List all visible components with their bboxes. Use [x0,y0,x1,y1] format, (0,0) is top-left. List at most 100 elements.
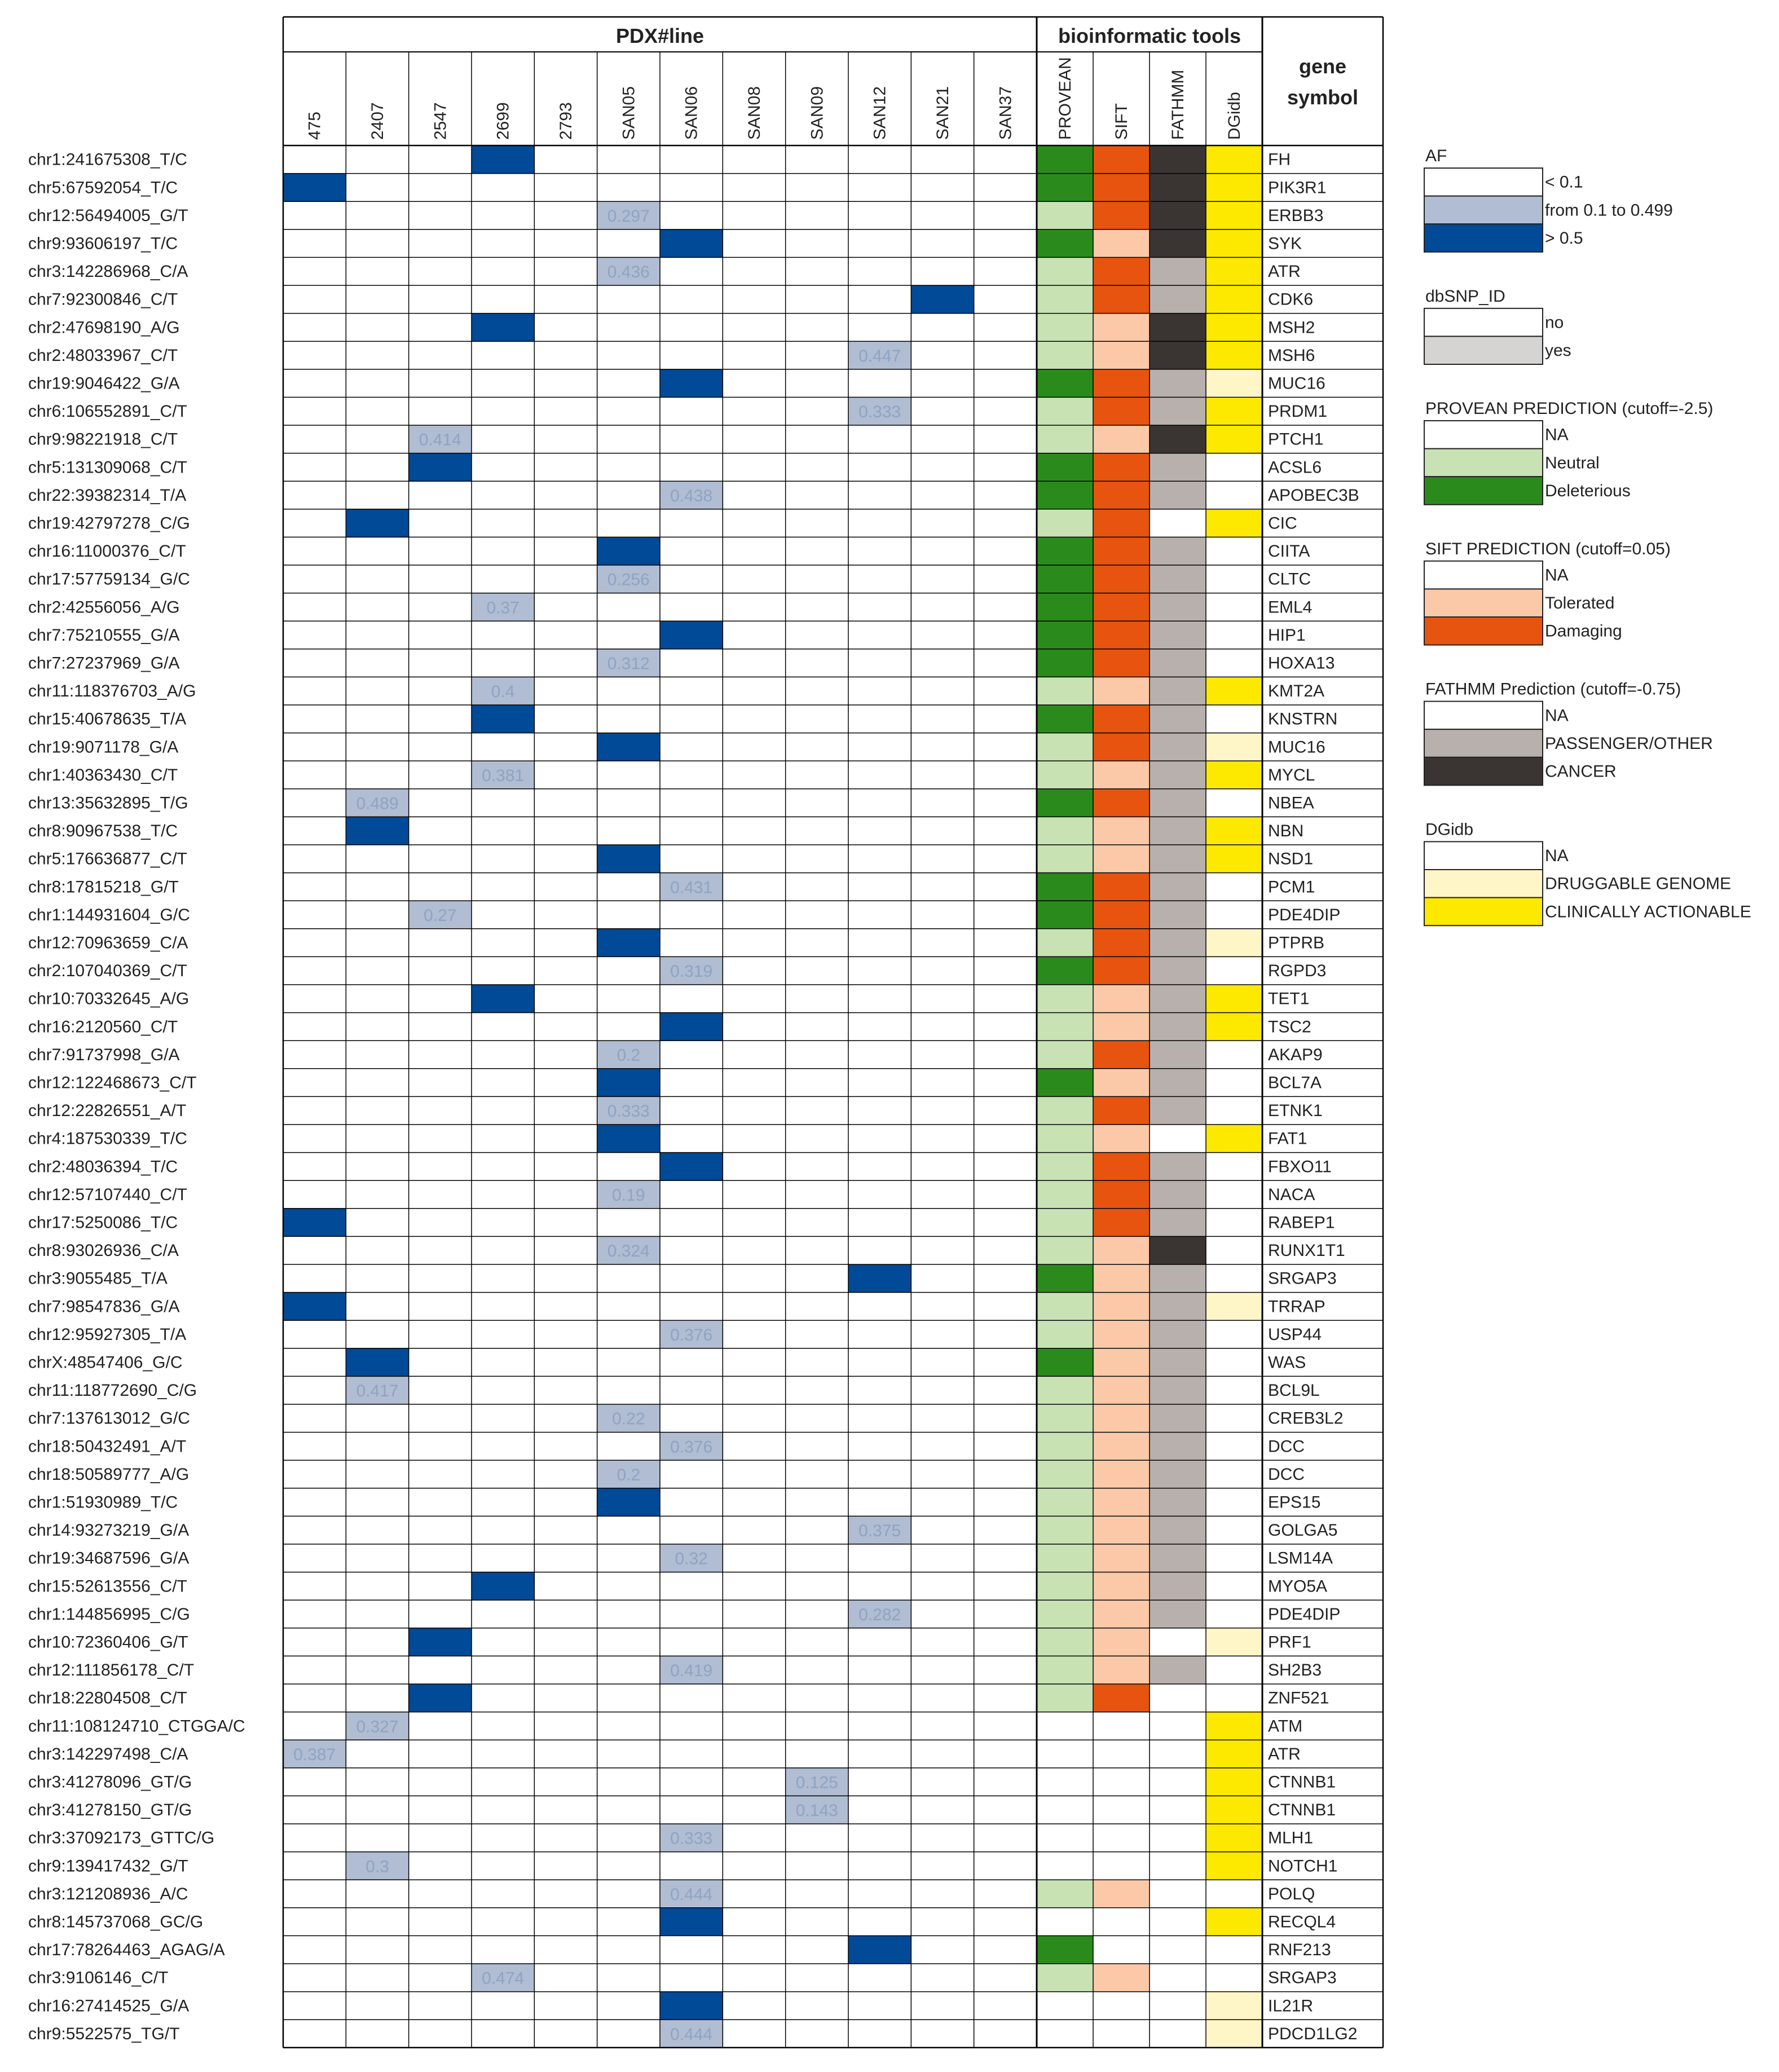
gene-symbol: MSH2 [1268,318,1315,337]
pdx-column-header: 2407 [368,102,387,140]
fathmm-cell [1150,901,1206,929]
provean-cell [1037,593,1093,621]
variant-label: chr2:47698190_A/G [28,318,180,337]
sift-cell [1093,1964,1150,1992]
af-value: 0.419 [670,1661,712,1680]
gene-symbol: RUNX1T1 [1268,1241,1345,1260]
sift-cell [1093,425,1150,453]
legend-swatch [1424,560,1543,590]
provean-cell [1037,285,1093,314]
af-cell [660,1012,723,1041]
fathmm-cell [1150,453,1206,482]
fathmm-cell [1150,956,1206,985]
fathmm-cell [1150,369,1206,398]
dgidb-cell [1206,733,1262,761]
provean-cell [1037,1152,1093,1181]
provean-cell [1037,257,1093,285]
variant-label: chr3:41278096_GT/G [28,1773,192,1792]
legend-swatch [1424,756,1543,786]
fathmm-cell [1150,481,1206,509]
fathmm-cell [1150,705,1206,733]
af-value: 0.417 [356,1382,398,1400]
gene-symbol: ETNK1 [1268,1101,1323,1120]
legend-swatch [1424,616,1543,646]
gene-symbol: PIK3R1 [1268,178,1326,197]
tool-column-header: FATHMM [1169,70,1187,140]
variant-label: chr8:90967538_T/C [28,822,178,840]
af-cell [597,257,660,285]
sift-cell [1093,1460,1150,1488]
af-cell [660,2020,723,2048]
sift-cell [1093,985,1150,1013]
gene-symbol: GOLGA5 [1268,1521,1337,1540]
variant-label: chr7:75210555_G/A [28,626,180,645]
fathmm-cell [1150,677,1206,705]
fathmm-cell [1150,229,1206,258]
legend-swatch [1424,336,1543,365]
sift-cell [1093,1264,1150,1293]
variant-label: chr15:52613556_C/T [28,1577,187,1595]
sift-cell [1093,1125,1150,1153]
sift-cell [1093,1376,1150,1404]
legend-label: CLINICALLY ACTIONABLE [1545,902,1751,921]
gene-symbol: IL21R [1268,1996,1313,2015]
provean-cell [1037,369,1093,398]
variant-label: chr7:92300846_C/T [28,290,178,309]
af-cell [597,733,660,761]
dgidb-cell [1206,341,1262,369]
af-value: 0.333 [670,1829,712,1848]
pdx-column-header: 2699 [494,102,513,140]
af-value: 0.256 [607,571,650,589]
af-cell [408,1684,472,1712]
provean-cell [1037,649,1093,677]
fathmm-cell [1150,1236,1206,1264]
provean-cell [1037,1964,1093,1992]
gene-symbol: HOXA13 [1268,654,1335,673]
sift-cell [1093,621,1150,649]
gene-symbol: CTNNB1 [1268,1801,1336,1819]
fathmm-cell [1150,1432,1206,1461]
dgidb-cell [1206,229,1262,258]
gene-symbol: TRRAP [1268,1297,1326,1316]
af-cell [408,453,472,482]
gene-symbol: PTCH1 [1268,430,1323,449]
variant-label: chr3:121208936_A/C [28,1885,188,1903]
af-cell [597,537,660,565]
af-cell [597,1180,660,1209]
af-value: 0.19 [612,1186,645,1205]
af-value: 0.27 [424,906,456,925]
fathmm-cell [1150,1488,1206,1516]
provean-cell [1037,901,1093,929]
fathmm-cell [1150,1376,1206,1404]
provean-cell [1037,1516,1093,1544]
fathmm-cell [1150,649,1206,677]
fathmm-cell [1150,397,1206,425]
gene-symbol: APOBEC3B [1268,486,1359,505]
af-value: 0.376 [670,1438,712,1456]
af-cell [597,565,660,593]
dgidb-cell [1206,369,1262,398]
af-cell [346,509,409,537]
gene-symbol: BCL9L [1268,1381,1320,1400]
pdx-group-header: PDX#line [616,24,704,47]
gene-symbol: CREB3L2 [1268,1409,1343,1428]
af-cell [660,1880,723,1908]
provean-cell [1037,1180,1093,1209]
gene-symbol: RECQL4 [1268,1913,1336,1932]
legend-swatch [1424,476,1543,505]
fathmm-cell [1150,313,1206,342]
sift-cell [1093,1180,1150,1209]
dgidb-cell [1206,1824,1262,1852]
sift-cell [1093,1236,1150,1264]
provean-cell [1037,956,1093,985]
af-value: 0.333 [858,403,901,421]
gene-symbol: SRGAP3 [1268,1269,1337,1288]
variant-label: chr18:50589777_A/G [28,1465,189,1484]
provean-cell [1037,928,1093,957]
fathmm-cell [1150,1152,1206,1181]
provean-cell [1037,313,1093,342]
variant-label: chr9:98221918_C/T [28,430,178,449]
legend-label: Neutral [1545,453,1600,472]
